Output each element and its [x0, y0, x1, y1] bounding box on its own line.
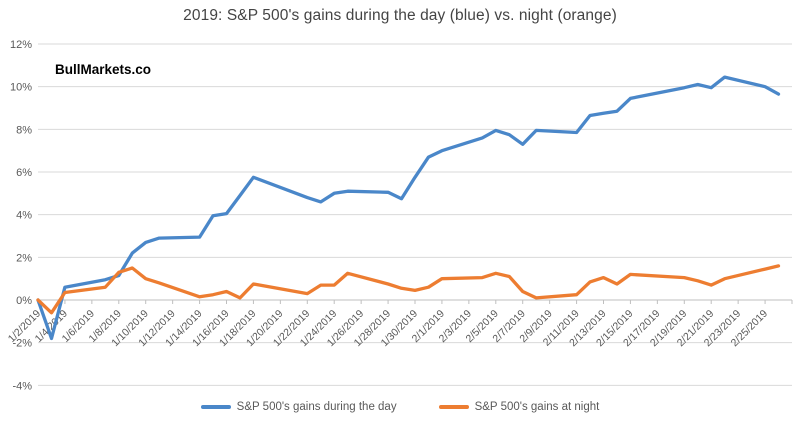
legend-label-day: S&P 500's gains during the day	[236, 401, 397, 413]
chart-title: 2019: S&P 500's gains during the day (bl…	[183, 7, 617, 24]
series-line-night	[36, 264, 781, 315]
y-tick-label: 6%	[16, 167, 32, 179]
y-tick-label: 8%	[16, 124, 32, 136]
legend-item-night: S&P 500's gains at night	[438, 401, 600, 413]
legend-swatch-night	[438, 405, 469, 409]
y-tick-label: 12%	[10, 39, 32, 51]
y-tick-label: 10%	[10, 82, 32, 94]
legend-swatch-day	[200, 405, 231, 409]
series-line-day	[36, 75, 781, 341]
legend-label-night: S&P 500's gains at night	[474, 401, 600, 413]
legend-item-day: S&P 500's gains during the day	[200, 401, 397, 413]
y-tick-label: 4%	[16, 210, 32, 222]
y-tick-label: -2%	[12, 338, 32, 350]
legend: S&P 500's gains during the day S&P 500's…	[0, 401, 800, 413]
y-tick-label: 2%	[16, 252, 32, 264]
brand-watermark: BullMarkets.co	[55, 62, 152, 77]
y-tick-label: 0%	[16, 295, 32, 307]
y-tick-label: -4%	[12, 380, 32, 392]
